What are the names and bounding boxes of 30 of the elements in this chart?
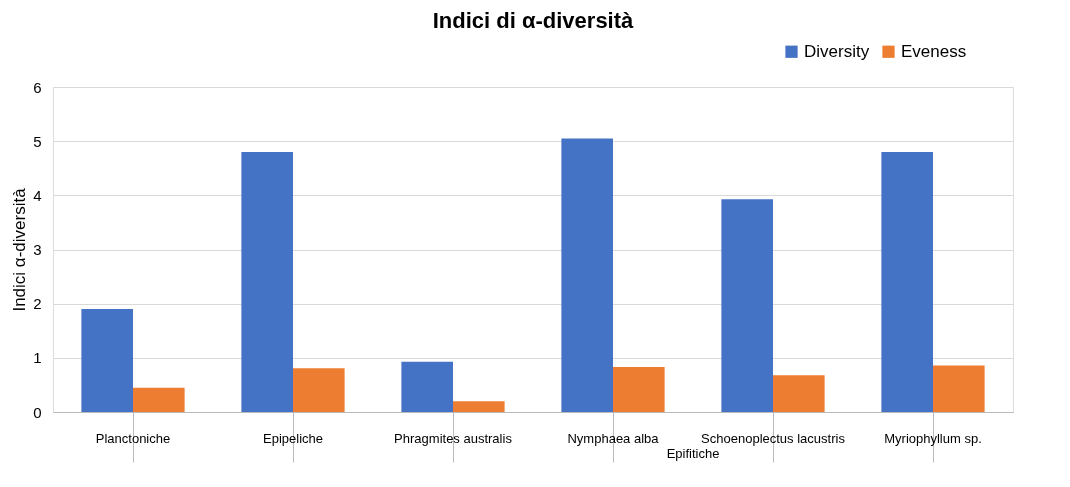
y-tick-label: 6 bbox=[33, 78, 42, 96]
bar bbox=[881, 152, 933, 412]
bar bbox=[81, 309, 133, 412]
x-tick-label: Epipeliche bbox=[263, 430, 323, 446]
bar bbox=[241, 152, 293, 412]
y-axis-title: Indici α-diversità bbox=[10, 187, 30, 312]
legend-label: Eveness bbox=[901, 41, 967, 61]
x-tick-label: Nymphaea alba bbox=[567, 430, 660, 446]
bar bbox=[933, 365, 985, 412]
bar bbox=[401, 361, 453, 412]
bar bbox=[133, 387, 185, 412]
chart-title: Indici di α-diversità bbox=[432, 8, 635, 33]
y-tick-label: 3 bbox=[33, 241, 42, 258]
bar bbox=[561, 138, 613, 412]
y-tick-label: 5 bbox=[33, 132, 42, 150]
text: Epifitiche bbox=[666, 446, 720, 461]
bar bbox=[721, 199, 773, 412]
y-tick-label: 2 bbox=[33, 295, 42, 313]
legend-label: Diversity bbox=[804, 41, 870, 61]
x-tick-label: Planctoniche bbox=[95, 430, 171, 446]
x-tick-label: Myriophyllum sp. bbox=[884, 430, 982, 446]
y-tick-label: 0 bbox=[33, 403, 42, 421]
bar bbox=[773, 375, 825, 412]
bar bbox=[613, 367, 665, 412]
x-tick-label: Phragmites australis bbox=[394, 430, 513, 446]
y-tick-label: 4 bbox=[33, 186, 42, 204]
bar bbox=[453, 401, 505, 412]
x-tick-label: Schoenoplectus lacustris bbox=[701, 430, 846, 446]
y-tick-label: 1 bbox=[33, 349, 42, 367]
bar bbox=[293, 368, 345, 412]
